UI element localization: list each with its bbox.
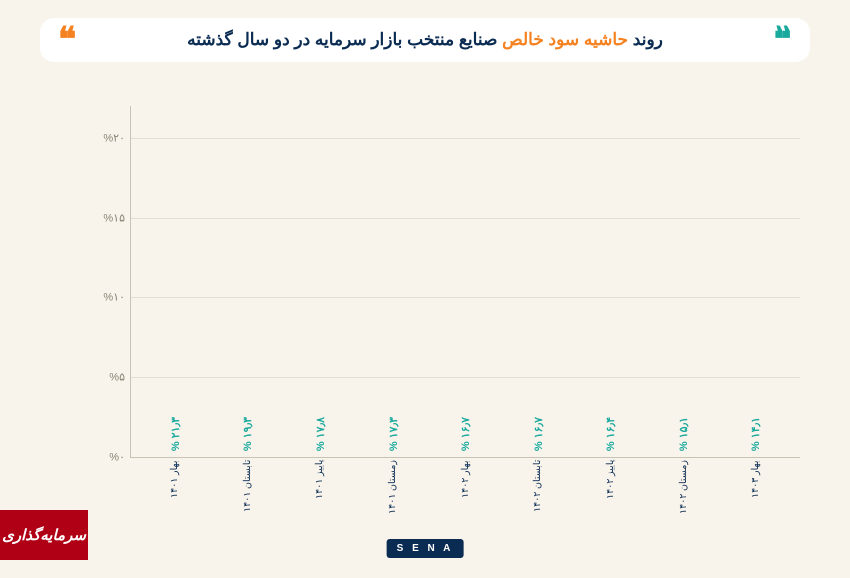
x-tick-label: بهار ۱۴۰۱ — [145, 460, 204, 530]
x-axis-labels: بهار ۱۴۰۱تابستان ۱۴۰۱پاییز ۱۴۰۱زمستان ۱۴… — [130, 460, 800, 504]
source-badge: S E N A — [387, 539, 464, 558]
y-tick-label: %۱۵ — [91, 211, 125, 224]
grid-line — [131, 138, 800, 139]
y-tick-label: %۰ — [91, 451, 125, 464]
bar-value-label: % ۱۶٫۷ — [532, 417, 545, 451]
x-tick-label: تابستان ۱۴۰۲ — [508, 460, 567, 530]
bar-column: % ۱۷٫۳ — [364, 417, 423, 457]
bar-value-label: % ۱۹٫۳ — [241, 417, 254, 451]
title-card: ❝ روند حاشیه سود خالص صنایع منتخب بازار … — [40, 18, 810, 62]
bar-value-label: % ۱۶٫۴ — [604, 417, 617, 451]
chart-title: روند حاشیه سود خالص صنایع منتخب بازار سر… — [187, 30, 663, 50]
chart: % ۲۱٫۳ % ۱۹٫۳ % ۱۷٫۸ % ۱۷٫۳ % ۱۶٫۷ % ۱۶٫۷ % ۱۶… — [90, 106, 800, 498]
bar-value-label: % ۱۶٫۷ — [459, 417, 472, 451]
bar-column: % ۱۵٫۱ — [654, 417, 713, 457]
y-tick-label: %۱۰ — [91, 291, 125, 304]
watermark-badge: سرمایه‌گذاری — [0, 510, 88, 560]
bar-value-label: % ۱۴٫۱ — [749, 417, 762, 451]
bar-column: % ۱۶٫۷ — [436, 417, 495, 457]
bar-value-label: % ۱۷٫۸ — [314, 417, 327, 451]
x-tick-label: تابستان ۱۴۰۱ — [218, 460, 277, 530]
bar-value-label: % ۱۵٫۱ — [677, 417, 690, 451]
x-tick-label: زمستان ۱۴۰۱ — [363, 460, 422, 530]
y-tick-label: %۵ — [91, 371, 125, 384]
bar-column: % ۱۷٫۸ — [291, 417, 350, 457]
y-tick-label: %۲۰ — [91, 131, 125, 144]
bar-column: % ۱۶٫۴ — [581, 417, 640, 457]
x-tick-label: پاییز ۱۴۰۲ — [581, 460, 640, 530]
bars-container: % ۲۱٫۳ % ۱۹٫۳ % ۱۷٫۸ % ۱۷٫۳ % ۱۶٫۷ % ۱۶٫۷ % ۱۶… — [131, 106, 800, 457]
plot-area: % ۲۱٫۳ % ۱۹٫۳ % ۱۷٫۸ % ۱۷٫۳ % ۱۶٫۷ % ۱۶٫۷ % ۱۶… — [130, 106, 800, 458]
bar-column: % ۲۱٫۳ — [146, 417, 205, 457]
x-tick-label: بهار ۱۴۰۲ — [436, 460, 495, 530]
grid-line — [131, 218, 800, 219]
quote-icon: ❝ — [58, 32, 76, 49]
bar-column: % ۱۹٫۳ — [219, 417, 278, 457]
bar-column: % ۱۶٫۷ — [509, 417, 568, 457]
grid-line — [131, 297, 800, 298]
x-tick-label: زمستان ۱۴۰۲ — [654, 460, 713, 530]
bar-value-label: % ۱۷٫۳ — [387, 417, 400, 451]
x-tick-label: پاییز ۱۴۰۱ — [290, 460, 349, 530]
bar-value-label: % ۲۱٫۳ — [169, 417, 182, 451]
bar-column: % ۱۴٫۱ — [726, 417, 785, 457]
grid-line — [131, 377, 800, 378]
x-tick-label: بهار ۱۴۰۳ — [726, 460, 785, 530]
quote-icon: ❝ — [774, 32, 792, 49]
